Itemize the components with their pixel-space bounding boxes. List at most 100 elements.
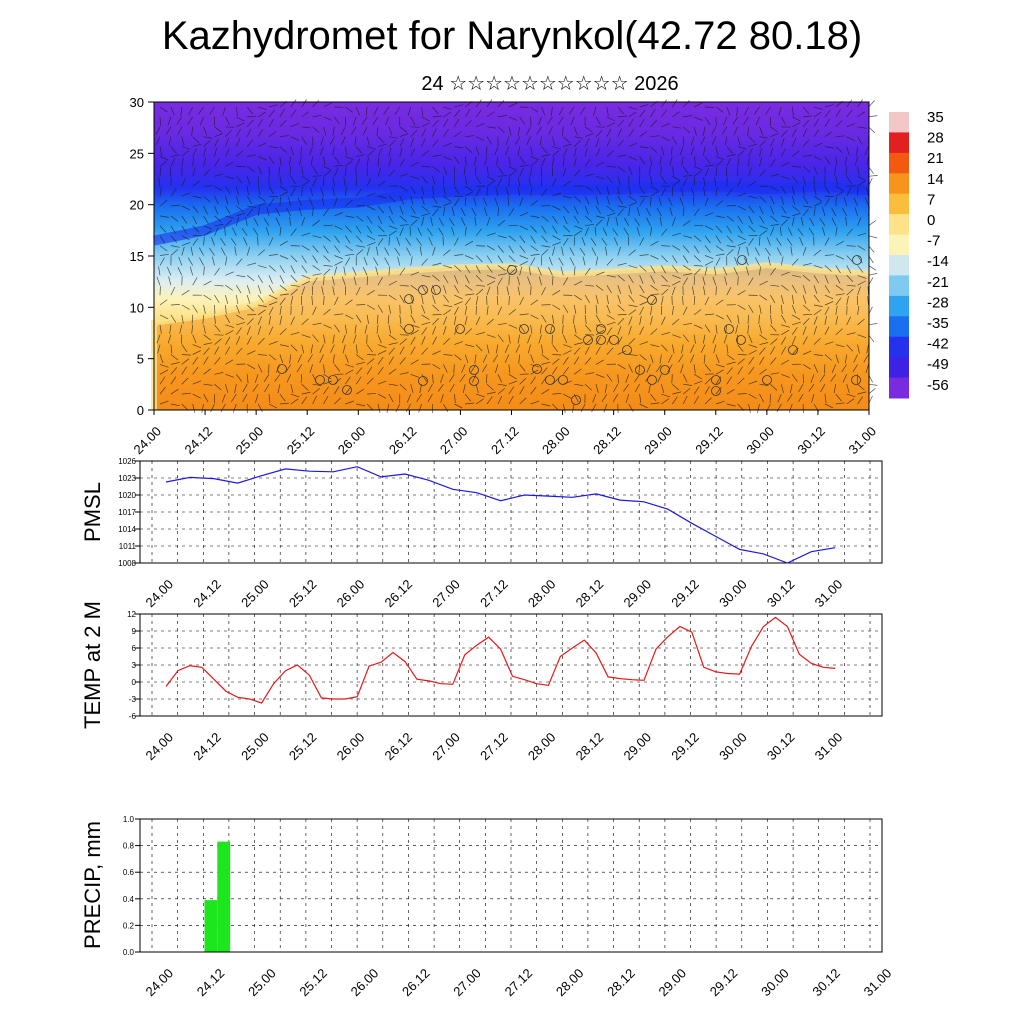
colorbar-swatch	[889, 193, 909, 215]
colorbar-swatch	[889, 336, 909, 358]
pmsl-xtick-label: 30.00	[716, 577, 750, 611]
pmsl-xtick-label: 24.00	[143, 577, 177, 611]
colorbar-swatch	[889, 377, 909, 399]
temp-ylabel: TEMP at 2 M	[80, 601, 105, 729]
heatmap-ytick-label: 20	[130, 198, 144, 213]
precip-xtick-label: 27.00	[450, 966, 484, 1000]
precip-xtick-label: 30.12	[809, 966, 843, 1000]
colorbar-label: -21	[927, 274, 949, 291]
precip-xtick-label: 26.12	[399, 966, 433, 1000]
precip-grid	[140, 819, 882, 952]
pmsl-xtick-label: 29.12	[668, 577, 702, 611]
colorbar-label: 14	[927, 171, 944, 188]
colorbar-label: -49	[927, 356, 949, 373]
pmsl-xtick-label: 26.00	[334, 577, 368, 611]
precip-xtick-label: 24.00	[143, 966, 177, 1000]
pmsl-xtick-label: 30.12	[764, 577, 798, 611]
precip-bar	[204, 900, 218, 952]
precip-ytick-label: 0.6	[123, 868, 135, 877]
pmsl-ytick-label: 1017	[118, 508, 136, 517]
temp-xtick-label: 25.12	[286, 730, 320, 764]
pmsl-xtick-label: 25.00	[238, 577, 272, 611]
temp-grid	[140, 614, 882, 716]
pmsl-xtick-label: 28.12	[573, 577, 607, 611]
heatmap-xtick-label: 30.00	[743, 424, 777, 458]
colorbar-swatch	[889, 234, 909, 256]
temp-xtick-label: 27.12	[477, 730, 511, 764]
temp-ytick-label: 9	[132, 627, 137, 636]
colorbar-swatch	[889, 316, 909, 338]
temp-ytick-label: -3	[129, 695, 137, 704]
precip-frame	[139, 818, 883, 953]
precip-ytick-label: 0.8	[123, 842, 135, 851]
colorbar-swatch	[889, 112, 909, 133]
colorbar-label: -42	[927, 336, 949, 353]
heatmap-xtick-label: 25.00	[233, 424, 267, 458]
temp-xtick-label: 26.00	[334, 730, 368, 764]
pmsl-ylabel: PMSL	[80, 482, 105, 542]
pmsl-ytick-label: 1020	[118, 491, 136, 500]
colorbar-swatch	[889, 275, 909, 297]
temp-ytick-label: 6	[132, 644, 137, 653]
temp-xtick-label: 26.12	[382, 730, 416, 764]
precip-bar	[217, 841, 231, 952]
heatmap-xtick-label: 28.12	[590, 424, 624, 458]
colorbar-label: -7	[927, 233, 940, 250]
precip-xtick-label: 28.00	[553, 966, 587, 1000]
colorbar-swatch	[889, 152, 909, 174]
pmsl-ytick-label: 1014	[118, 525, 136, 534]
temp-xtick-label: 30.00	[716, 730, 750, 764]
precip-xtick-label: 25.12	[296, 966, 330, 1000]
precip-xtick-label: 28.12	[604, 966, 638, 1000]
chart-title: Kazhydromet for Narynkol(42.72 80.18)	[161, 14, 863, 58]
chart-subtitle: 24 ☆☆☆☆☆☆☆☆☆☆ 2026	[421, 73, 679, 95]
colorbar-label: -14	[927, 253, 949, 270]
precip-xtick-label: 29.12	[707, 966, 741, 1000]
pmsl-grid	[140, 461, 882, 563]
pmsl-ytick-label: 1008	[118, 559, 136, 568]
temp-xtick-label: 30.12	[764, 730, 798, 764]
temp-xtick-label: 25.00	[238, 730, 272, 764]
pmsl-xtick-label: 28.00	[525, 577, 559, 611]
precip-ylabel: PRECIP, mm	[80, 821, 105, 949]
heatmap-xtick-label: 26.00	[335, 424, 369, 458]
pmsl-xtick-label: 27.12	[477, 577, 511, 611]
heatmap-xtick-label: 24.12	[182, 424, 216, 458]
temp-ytick-label: 0	[132, 678, 137, 687]
temp-ytick-label: 3	[132, 661, 137, 670]
colorbar-swatch	[889, 132, 909, 154]
heatmap-warm-zone	[154, 265, 869, 410]
heatmap-xtick-label: 31.00	[846, 424, 880, 458]
precip-xtick-label: 29.00	[656, 966, 690, 1000]
precip-xtick-label: 25.00	[245, 966, 279, 1000]
heatmap-xtick-label: 30.12	[794, 424, 828, 458]
precip-xtick-label: 26.00	[348, 966, 382, 1000]
pmsl-xtick-label: 31.00	[812, 577, 846, 611]
wind-barbs	[155, 99, 878, 414]
temp-xtick-label: 29.12	[668, 730, 702, 764]
colorbar-swatch	[889, 357, 909, 378]
precip-ytick-label: 0.4	[123, 895, 135, 904]
heatmap-xtick-label: 29.00	[641, 424, 675, 458]
heatmap-ytick-label: 5	[137, 352, 144, 367]
pmsl-xtick-label: 29.00	[621, 577, 655, 611]
calm-wind-markers	[277, 255, 862, 405]
temp-ytick-label: 12	[127, 610, 136, 619]
heatmap-ytick-label: 10	[130, 300, 144, 315]
heatmap-ytick-label: 0	[137, 403, 144, 418]
precip-ytick-label: 0.2	[123, 921, 135, 930]
heatmap-xtick-label: 27.12	[488, 424, 522, 458]
colorbar-label: 0	[927, 212, 935, 229]
pmsl-series-line	[165, 466, 836, 564]
heatmap-ytick-label: 25	[130, 146, 144, 161]
temp-xtick-label: 24.00	[143, 730, 177, 764]
colorbar-label: -35	[927, 315, 949, 332]
pmsl-ytick-label: 1011	[119, 542, 137, 551]
heatmap-ytick-label: 30	[130, 95, 144, 110]
heatmap-cold-front	[153, 181, 870, 246]
heatmap-xtick-label: 25.12	[284, 424, 318, 458]
colorbar-swatch	[889, 295, 909, 317]
precip-xtick-label: 24.12	[194, 966, 228, 1000]
colorbar-swatch	[889, 173, 909, 195]
heatmap-xtick-label: 24.00	[131, 424, 165, 458]
